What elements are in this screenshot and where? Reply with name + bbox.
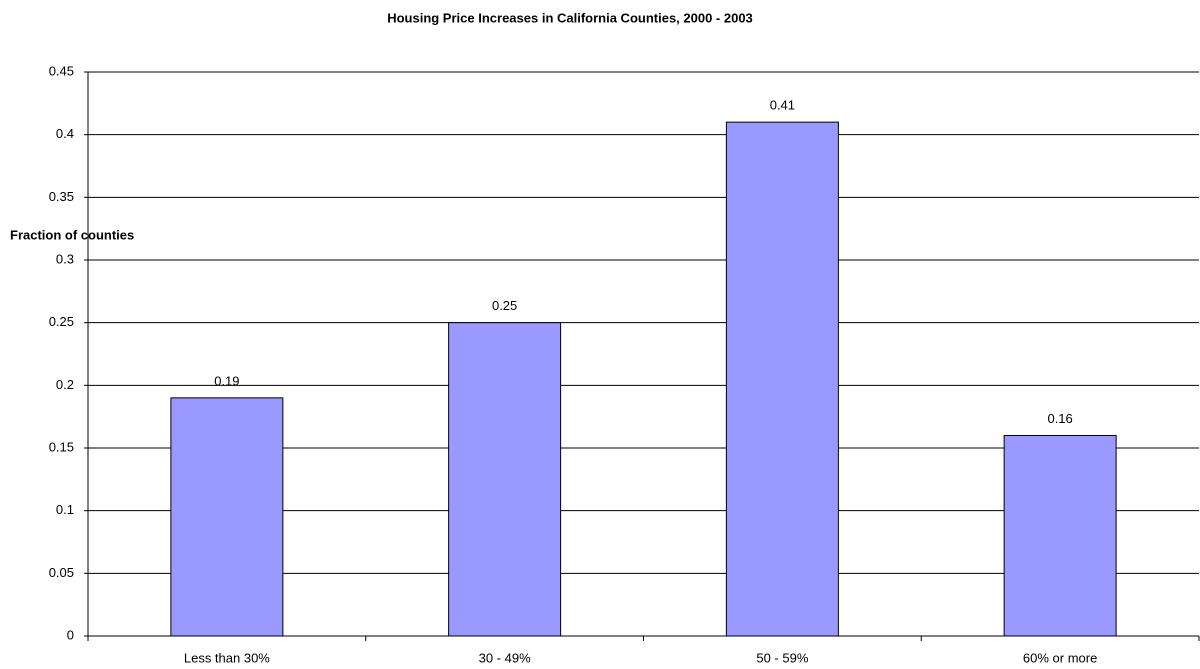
bar xyxy=(725,121,839,637)
x-tick-label: 50 - 59% xyxy=(756,650,808,665)
y-tick-label: 0.45 xyxy=(49,63,74,78)
x-tick-label: Less than 30% xyxy=(184,650,270,665)
y-tick-label: 0.2 xyxy=(56,377,74,392)
bar xyxy=(170,397,284,637)
y-tick-label: 0.25 xyxy=(49,314,74,329)
y-tick-label: 0.4 xyxy=(56,126,74,141)
x-tick-label: 60% or more xyxy=(1023,650,1097,665)
y-tick-label: 0.05 xyxy=(49,565,74,580)
y-tick-label: 0.1 xyxy=(56,502,74,517)
chart-title: Housing Price Increases in California Co… xyxy=(387,10,753,25)
data-label: 0.25 xyxy=(492,298,517,313)
x-tick-label: 30 - 49% xyxy=(479,650,531,665)
y-tick-label: 0 xyxy=(67,627,74,642)
y-axis-label: Fraction of counties xyxy=(10,227,134,242)
bar xyxy=(1003,434,1117,637)
data-label: 0.19 xyxy=(214,373,239,388)
data-label: 0.41 xyxy=(770,98,795,113)
y-tick-label: 0.15 xyxy=(49,439,74,454)
y-tick-label: 0.3 xyxy=(56,251,74,266)
bar xyxy=(448,322,562,637)
y-tick-label: 0.35 xyxy=(49,189,74,204)
data-label: 0.16 xyxy=(1047,411,1072,426)
